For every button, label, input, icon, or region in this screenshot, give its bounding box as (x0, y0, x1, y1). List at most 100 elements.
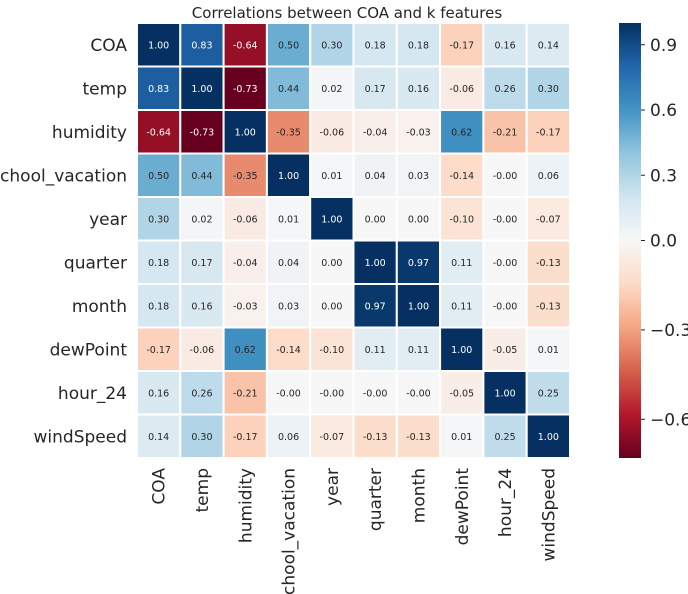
heatmap-cell (352, 196, 398, 242)
cell-value-label: -0.73 (233, 84, 258, 95)
cell-value-label: 0.26 (191, 388, 212, 399)
heatmap-cell (222, 413, 268, 459)
heatmap-cell (179, 326, 225, 372)
cell-value-label: 0.14 (148, 432, 169, 443)
cell-value-label: 0.03 (278, 301, 299, 312)
cell-value-label: -0.06 (320, 127, 345, 138)
cell-value-label: 1.00 (235, 127, 256, 138)
heatmap-cell (222, 326, 268, 372)
cell-value-label: 0.18 (365, 40, 386, 51)
heatmap-cell (309, 370, 355, 416)
cell-value-label: -0.64 (146, 127, 171, 138)
cell-value-label: 1.00 (494, 388, 515, 399)
heatmap-cell (482, 65, 528, 111)
heatmap-cell (395, 326, 442, 372)
heatmap-cell (136, 413, 182, 459)
cell-value-label: 0.30 (191, 432, 212, 443)
cell-value-label: -0.17 (233, 432, 258, 443)
heatmap-cell (439, 326, 485, 372)
cell-value-label: -0.00 (363, 388, 388, 399)
cell-value-label: -0.14 (449, 171, 474, 182)
cell-value-label: 0.14 (538, 40, 559, 51)
cell-value-label: 0.44 (191, 171, 212, 182)
heatmap-cell (395, 109, 442, 155)
cell-value-label: -0.04 (233, 258, 258, 269)
column-label: year (323, 468, 343, 506)
row-label: quarter (64, 253, 127, 273)
cell-value-label: 0.30 (538, 84, 559, 95)
cell-value-label: -0.73 (190, 127, 215, 138)
heatmap-cell (136, 283, 182, 329)
cell-value-label: -0.10 (449, 214, 474, 225)
heatmap-cell (525, 370, 572, 416)
heatmap-cell (482, 326, 528, 372)
cell-value-label: 0.97 (408, 258, 429, 269)
heatmap-cell (439, 413, 485, 459)
cell-value-label: -0.00 (493, 171, 518, 182)
heatmap-cell (525, 196, 572, 242)
colorbar-tick-label: −0.3 (650, 321, 688, 341)
heatmap-cell (482, 413, 528, 459)
cell-value-label: 0.17 (365, 84, 386, 95)
cell-value-label: 1.00 (365, 258, 386, 269)
cell-value-label: 0.00 (408, 214, 429, 225)
cell-value-label: -0.35 (233, 171, 258, 182)
heatmap-cell (265, 326, 312, 372)
column-labels: COA temp humidity school_vacation year quarte… (150, 468, 560, 594)
cell-value-label: -0.00 (276, 388, 301, 399)
heatmap-cell (482, 109, 528, 155)
cell-value-label: 0.01 (538, 345, 559, 356)
cell-value-label: -0.13 (363, 432, 388, 443)
cell-value-label: 0.11 (408, 345, 429, 356)
cell-value-label: 0.30 (321, 40, 342, 51)
cell-value-label: 1.00 (538, 432, 559, 443)
heatmap-cell (265, 413, 312, 459)
cell-value-label: 0.17 (191, 258, 212, 269)
cell-value-label: 0.97 (365, 301, 386, 312)
heatmap-cell (395, 152, 442, 198)
column-label: quarter (366, 468, 386, 531)
heatmap-cell (179, 370, 225, 416)
heatmap-cell (439, 196, 485, 242)
column-label: temp (193, 468, 213, 512)
cell-value-label: 0.04 (365, 171, 386, 182)
cell-value-label: -0.00 (493, 214, 518, 225)
cell-value-label: -0.21 (493, 127, 518, 138)
heatmap-cell (482, 239, 528, 285)
cell-value-label: 0.83 (191, 40, 212, 51)
cell-value-label: 0.44 (278, 84, 299, 95)
colorbar-tick-label: −0.6 (650, 410, 688, 430)
cell-value-label: 0.16 (408, 84, 429, 95)
colorbar-tick-label: 0.9 (650, 36, 677, 56)
cell-value-label: 0.00 (321, 258, 342, 269)
heatmap-cell (265, 239, 312, 285)
cell-value-label: 0.18 (148, 301, 169, 312)
cell-value-label: 0.00 (365, 214, 386, 225)
cell-value-label: 0.11 (451, 301, 472, 312)
cell-value-label: 0.25 (494, 432, 515, 443)
heatmap-cell (525, 283, 572, 329)
heatmap-cell (482, 370, 528, 416)
cell-value-label: -0.06 (449, 84, 474, 95)
heatmap-cell (352, 239, 398, 285)
row-label: dewPoint (50, 340, 128, 360)
heatmap-cell (136, 152, 182, 198)
column-label: COA (150, 468, 170, 505)
cell-value-label: -0.06 (190, 345, 215, 356)
heatmap-cell (439, 22, 485, 68)
row-label: temp (83, 79, 127, 99)
cell-value-label: 1.00 (278, 171, 299, 182)
cell-value-label: -0.64 (233, 40, 258, 51)
cell-value-label: -0.06 (233, 214, 258, 225)
column-label: windSpeed (539, 468, 559, 561)
heatmap-cell (482, 283, 528, 329)
cell-value-label: -0.13 (406, 432, 431, 443)
cell-value-label: 0.50 (278, 40, 299, 51)
cell-value-label: -0.13 (536, 258, 561, 269)
colorbar-tick-label: 0.6 (650, 101, 677, 121)
heatmap-cell (309, 239, 355, 285)
cell-value-label: -0.17 (449, 40, 474, 51)
heatmap-cell (525, 22, 572, 68)
heatmap-cell (222, 109, 268, 155)
heatmap-cell (265, 283, 312, 329)
